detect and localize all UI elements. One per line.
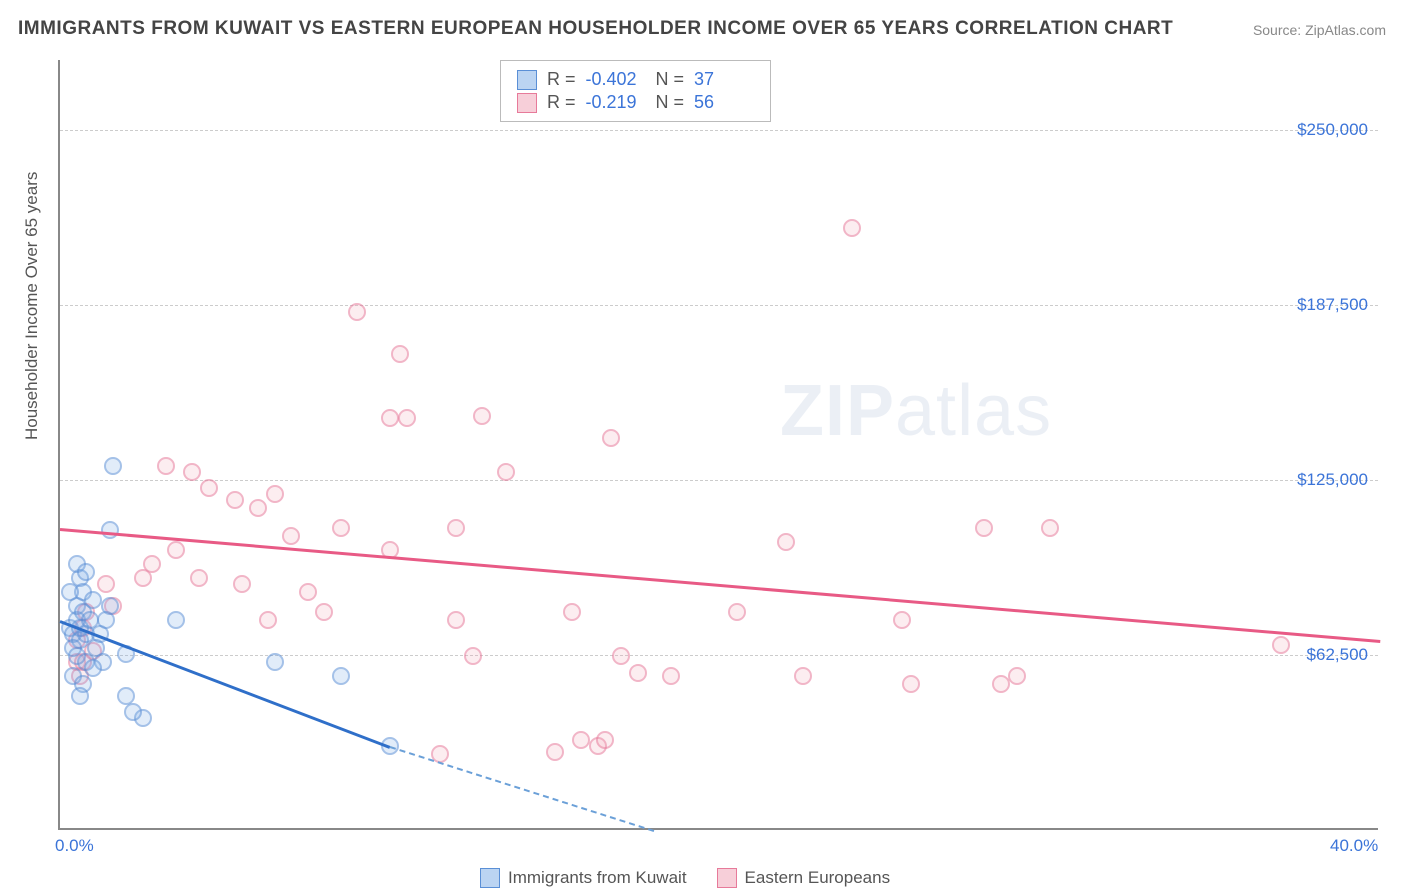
data-point-pink [332, 519, 350, 537]
data-point-pink [381, 409, 399, 427]
data-point-pink [662, 667, 680, 685]
data-point-blue [71, 687, 89, 705]
data-point-pink [546, 743, 564, 761]
data-point-pink [1041, 519, 1059, 537]
data-point-blue [68, 647, 86, 665]
data-point-pink [1272, 636, 1290, 654]
data-point-pink [497, 463, 515, 481]
chart-title: IMMIGRANTS FROM KUWAIT VS EASTERN EUROPE… [18, 18, 1173, 40]
data-point-pink [167, 541, 185, 559]
data-point-pink [348, 303, 366, 321]
data-point-pink [777, 533, 795, 551]
data-point-pink [1008, 667, 1026, 685]
data-point-pink [259, 611, 277, 629]
data-point-pink [249, 499, 267, 517]
data-point-blue [124, 703, 142, 721]
data-point-pink [143, 555, 161, 573]
y-axis-label: Householder Income Over 65 years [22, 172, 42, 440]
data-point-pink [629, 664, 647, 682]
data-point-blue [61, 583, 79, 601]
data-point-pink [612, 647, 630, 665]
legend-swatch-blue [480, 868, 500, 888]
stat-swatch-pink [517, 93, 537, 113]
data-point-pink [266, 485, 284, 503]
gridline [60, 305, 1378, 306]
data-point-pink [233, 575, 251, 593]
data-point-pink [893, 611, 911, 629]
data-point-blue [167, 611, 185, 629]
gridline [60, 655, 1378, 656]
data-point-pink [183, 463, 201, 481]
x-tick-label: 40.0% [1330, 836, 1378, 856]
stat-R-label: R = [547, 92, 576, 113]
legend-label: Immigrants from Kuwait [508, 868, 687, 888]
legend-label: Eastern Europeans [745, 868, 891, 888]
stat-N-value: 56 [694, 92, 754, 113]
data-point-pink [391, 345, 409, 363]
y-tick-label: $125,000 [1297, 470, 1368, 490]
data-point-pink [190, 569, 208, 587]
y-tick-label: $62,500 [1307, 645, 1368, 665]
data-point-pink [728, 603, 746, 621]
data-point-pink [299, 583, 317, 601]
data-point-blue [266, 653, 284, 671]
data-point-pink [464, 647, 482, 665]
data-point-pink [596, 731, 614, 749]
data-point-blue [117, 687, 135, 705]
x-tick-label: 0.0% [55, 836, 94, 856]
stat-row-blue: R = -0.402 N = 37 [517, 69, 754, 90]
data-point-pink [97, 575, 115, 593]
data-point-pink [226, 491, 244, 509]
legend-swatch-pink [717, 868, 737, 888]
data-point-pink [975, 519, 993, 537]
correlation-stats-box: R = -0.402 N = 37 R = -0.219 N = 56 [500, 60, 771, 122]
data-point-pink [563, 603, 581, 621]
data-point-pink [794, 667, 812, 685]
chart-plot-area: $62,500$125,000$187,500$250,0000.0%40.0% [58, 60, 1378, 830]
data-point-pink [602, 429, 620, 447]
stat-N-value: 37 [694, 69, 754, 90]
data-point-blue [87, 639, 105, 657]
data-point-blue [77, 563, 95, 581]
source-label: Source: ZipAtlas.com [1253, 22, 1386, 38]
legend: Immigrants from Kuwait Eastern Europeans [480, 868, 890, 888]
data-point-pink [315, 603, 333, 621]
data-point-blue [84, 591, 102, 609]
y-tick-label: $250,000 [1297, 120, 1368, 140]
data-point-pink [447, 611, 465, 629]
stat-row-pink: R = -0.219 N = 56 [517, 92, 754, 113]
trendline-pink [60, 528, 1380, 643]
stat-swatch-blue [517, 70, 537, 90]
data-point-pink [157, 457, 175, 475]
stat-R-value: -0.219 [586, 92, 646, 113]
data-point-pink [843, 219, 861, 237]
y-tick-label: $187,500 [1297, 295, 1368, 315]
data-point-pink [902, 675, 920, 693]
data-point-pink [572, 731, 590, 749]
data-point-blue [104, 457, 122, 475]
gridline [60, 130, 1378, 131]
stat-N-label: N = [656, 69, 685, 90]
data-point-blue [101, 597, 119, 615]
data-point-pink [200, 479, 218, 497]
stat-R-value: -0.402 [586, 69, 646, 90]
data-point-pink [398, 409, 416, 427]
data-point-pink [992, 675, 1010, 693]
data-point-pink [282, 527, 300, 545]
gridline [60, 480, 1378, 481]
data-point-pink [447, 519, 465, 537]
stat-R-label: R = [547, 69, 576, 90]
data-point-pink [473, 407, 491, 425]
data-point-blue [332, 667, 350, 685]
legend-item-blue: Immigrants from Kuwait [480, 868, 687, 888]
stat-N-label: N = [656, 92, 685, 113]
data-point-blue [101, 521, 119, 539]
legend-item-pink: Eastern Europeans [717, 868, 891, 888]
data-point-blue [84, 659, 102, 677]
trendline-extension [390, 746, 655, 832]
